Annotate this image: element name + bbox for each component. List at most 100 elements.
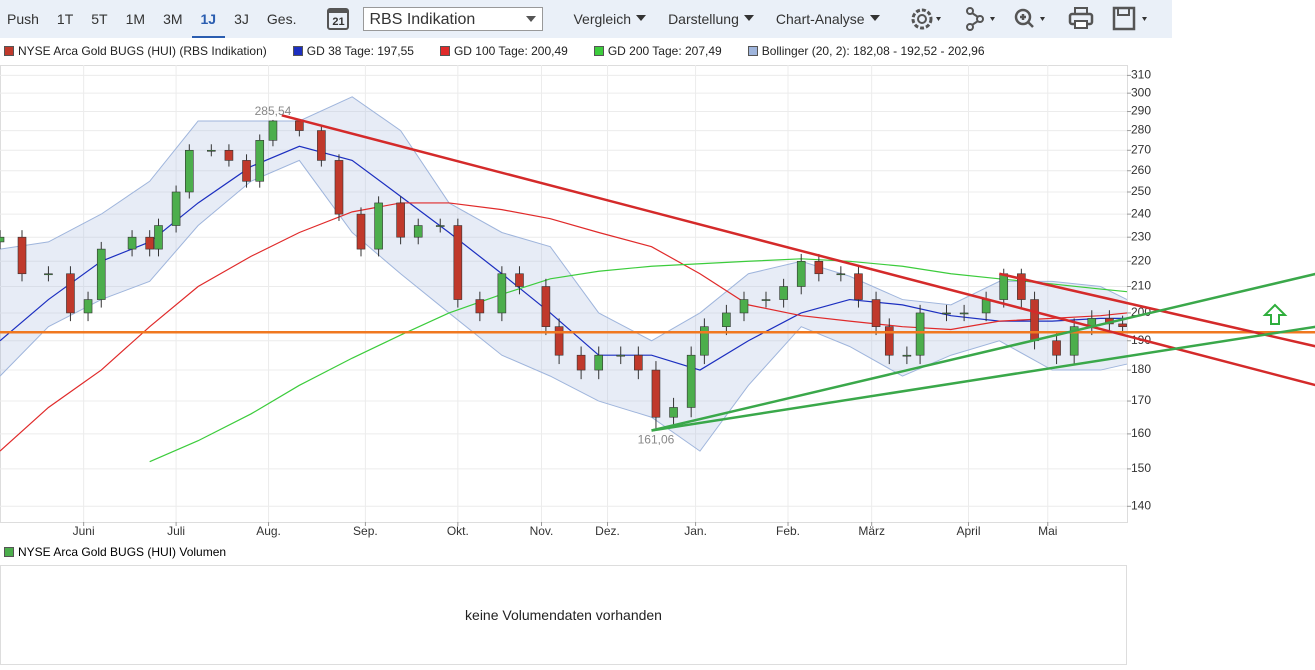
candle-body — [999, 273, 1009, 300]
candle-body — [334, 160, 344, 215]
settings-icon[interactable] — [911, 8, 941, 30]
y-tick-label: 180 — [1131, 362, 1151, 376]
y-tick-label: 210 — [1131, 279, 1151, 293]
print-icon[interactable] — [1068, 7, 1093, 29]
menu-button[interactable]: Vergleich — [573, 11, 646, 27]
candle-body — [475, 299, 485, 314]
candle-body — [17, 236, 27, 275]
candle-body — [127, 236, 137, 250]
legend-label: GD 38 Tage: 197,55 — [306, 44, 414, 58]
candle-body — [255, 140, 265, 182]
legend-swatch — [4, 46, 14, 56]
candle-body — [779, 286, 788, 300]
candle-body — [722, 312, 731, 327]
candle-body — [497, 273, 507, 314]
candle-body — [981, 299, 991, 314]
period-button[interactable]: 1T — [56, 11, 74, 27]
y-tick-label: 230 — [1131, 229, 1151, 243]
y-tick-label: 280 — [1131, 123, 1151, 137]
period-button[interactable]: 3J — [234, 11, 249, 27]
menus: Vergleich Darstellung Chart-Analyse — [551, 11, 879, 27]
y-tick-label: 240 — [1131, 206, 1151, 220]
candle-body — [554, 326, 564, 356]
y-tick-label: 270 — [1131, 142, 1151, 156]
x-tick-label: März — [858, 524, 885, 538]
candle-body — [356, 213, 366, 250]
candle-body — [616, 354, 626, 357]
y-tick-label: 250 — [1131, 184, 1151, 198]
candle-body — [814, 260, 824, 275]
candle-body — [44, 273, 53, 276]
candle-body — [700, 326, 709, 356]
legend-item: Bollinger (20, 2): 182,08 - 192,52 - 202… — [747, 44, 985, 58]
candle-body — [1118, 323, 1127, 327]
save-icon[interactable] — [1112, 6, 1147, 31]
candle-body — [317, 130, 326, 161]
legend-label: NYSE Arca Gold BUGS (HUI) (RBS Indikatio… — [18, 44, 267, 58]
candle-body — [396, 202, 405, 238]
candle-body — [515, 273, 524, 287]
y-tick-label: 140 — [1131, 498, 1151, 512]
extreme-label: 161,06 — [638, 432, 675, 446]
bollinger-band — [0, 96, 1127, 452]
y-tick-label: 150 — [1131, 461, 1151, 475]
x-tick-label: Sep. — [353, 524, 378, 538]
candle-body — [96, 248, 106, 300]
candle-body — [761, 299, 771, 301]
candle-body — [634, 354, 643, 371]
volume-panel: keine Volumendaten vorhanden — [0, 565, 1127, 665]
period-button[interactable]: 5T — [91, 11, 108, 27]
candle-body — [1017, 273, 1026, 300]
period-button[interactable]: Ges. — [266, 11, 297, 27]
legend-item: GD 200 Tage: 207,49 — [593, 44, 722, 58]
moving-average — [149, 258, 1128, 463]
x-tick-label: Aug. — [256, 524, 281, 538]
candle-body — [453, 225, 463, 300]
calendar-button[interactable]: 21 — [327, 8, 350, 30]
candle-body — [902, 354, 912, 357]
share-icon[interactable] — [965, 7, 995, 31]
x-tick-label: Nov. — [530, 524, 554, 538]
period-button[interactable]: 1M — [125, 11, 146, 27]
period-button[interactable]: 3M — [163, 11, 183, 27]
candle-body — [154, 225, 163, 250]
x-tick-label: Mai — [1038, 524, 1057, 538]
source-select[interactable]: RBS Indikation — [363, 7, 544, 31]
zoom-icon[interactable] — [1014, 8, 1045, 28]
candle-body — [739, 299, 749, 314]
period-button[interactable]: Push — [7, 11, 39, 27]
x-tick-label: Juli — [167, 524, 185, 538]
candle-body — [0, 236, 5, 243]
bollinger-upper — [0, 96, 1128, 342]
menu-button[interactable]: Chart-Analyse — [776, 11, 880, 27]
legend-item: GD 38 Tage: 197,55 — [292, 44, 414, 58]
volume-message: keine Volumendaten vorhanden — [465, 607, 662, 623]
period-buttons: Push 1T 5T 1M 3M 1J 3J Ges. — [0, 0, 305, 38]
moving-average — [0, 145, 1127, 371]
y-tick-label: 160 — [1131, 426, 1151, 440]
legend-swatch — [439, 46, 450, 56]
x-tick-label: Juni — [73, 524, 95, 538]
volume-swatch — [4, 547, 14, 557]
candle-body — [145, 236, 154, 250]
bollinger-lower — [0, 159, 1128, 452]
candle-body — [1069, 326, 1079, 356]
candle-body — [669, 407, 678, 418]
menu-button[interactable]: Darstellung — [668, 11, 754, 27]
toolbar: Push 1T 5T 1M 3M 1J 3J Ges. 21 RBS Indikation V… — [0, 0, 1172, 38]
trend-line — [281, 114, 1315, 387]
volume-title-text: NYSE Arca Gold BUGS (HUI) Volumen — [18, 545, 227, 559]
y-tick-label: 170 — [1131, 393, 1151, 407]
x-tick-label: Feb. — [776, 524, 800, 538]
period-button[interactable]: 1J — [191, 0, 226, 38]
candle-body — [207, 149, 216, 152]
x-tick-label: Okt. — [447, 524, 469, 538]
candle-body — [413, 225, 423, 238]
signal-arrow — [1262, 303, 1288, 325]
candle-body — [242, 160, 251, 182]
candle-body — [854, 273, 863, 300]
legend-swatch — [292, 46, 303, 56]
extreme-label: 285,54 — [255, 104, 292, 118]
